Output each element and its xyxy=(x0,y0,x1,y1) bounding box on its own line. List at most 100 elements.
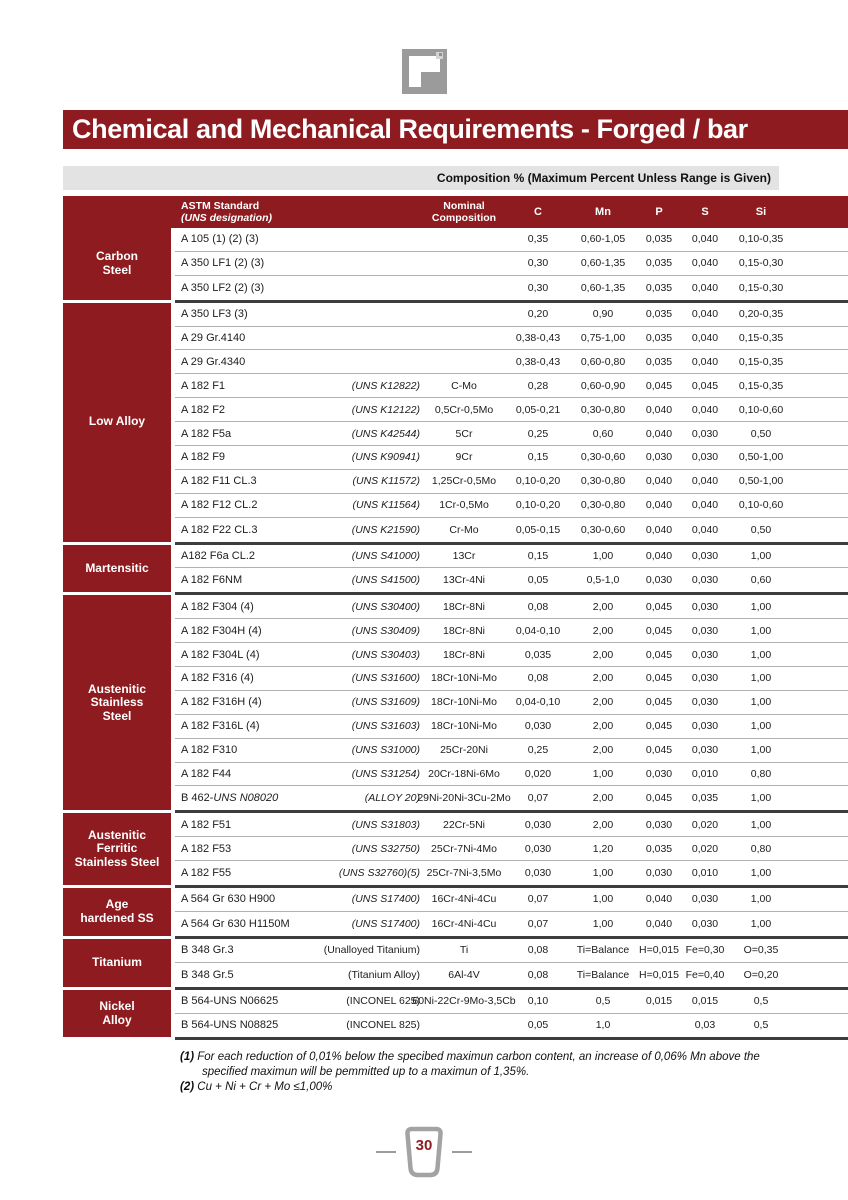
cell-si: 1,00 xyxy=(750,600,772,613)
cell-nominal-composition: 60Ni-22Cr-9Mo-3,5Cb xyxy=(412,995,516,1008)
cell-c: 0,30 xyxy=(527,281,549,294)
table-row: B 348 Gr.5 (Titanium Alloy) 6Al-4V 0,08 Ti=B… xyxy=(175,963,848,987)
cell-uns-designation: (UNS S31603) xyxy=(351,720,420,733)
group-label: Austenitic Stainless Steel xyxy=(63,595,171,811)
cell-astm-standard: A 564 Gr 630 H900 xyxy=(181,893,276,906)
cell-uns-designation: (INCONEL 825) xyxy=(346,1019,420,1032)
cell-astm-standard: B 564-UNS N06625 xyxy=(181,995,279,1008)
cell-astm-standard: A 29 Gr.4140 xyxy=(181,332,246,344)
cell-mn: Ti=Balance xyxy=(576,968,630,981)
cell-uns-designation: (UNS K90941) xyxy=(351,451,420,464)
cell-p: 0,045 xyxy=(645,379,673,392)
footnote: (1) For each reduction of 0,01% below th… xyxy=(180,1050,830,1080)
cell-astm-standard: A 182 F2 xyxy=(181,403,226,416)
cell-astm-standard: B 462- UNS N08020 xyxy=(181,792,279,805)
cell-mn: 1,00 xyxy=(592,550,614,563)
composition-note: Composition % (Maximum Percent Unless Ra… xyxy=(436,171,771,185)
group-rows: A 350 LF3 (3) 0,20 0,90 0,035 0,040 0,20-0,35… xyxy=(175,303,848,545)
cell-s: 0,040 xyxy=(691,257,719,270)
cell-astm-standard: A 350 LF2 (2) (3) xyxy=(181,281,265,294)
cell-astm-standard: A 182 F12 CL.2 xyxy=(181,499,258,512)
page-title: Chemical and Mechanical Requirements - F… xyxy=(72,114,748,144)
cell-mn: 2,00 xyxy=(592,720,614,733)
group-label: Nickel Alloy xyxy=(63,989,171,1038)
cell-s: 0,045 xyxy=(691,379,719,392)
cell-astm-standard: A 182 F304L (4) xyxy=(181,648,260,661)
cell-si: 0,15-0,35 xyxy=(738,355,784,368)
cell-uns-designation: (UNS K12822) xyxy=(351,379,420,392)
cell-p: 0,030 xyxy=(645,768,673,781)
footnote-text: Cu + Ni + Cr + Mo ≤1,00% xyxy=(194,1081,333,1093)
cell-mn: 0,60 xyxy=(592,427,614,440)
table-row: A 182 F304H (4) (UNS S30409) 18Cr-8Ni 0,04-… xyxy=(175,619,848,644)
logo-registered-mark xyxy=(436,52,443,59)
cell-mn: 2,00 xyxy=(592,600,614,613)
cell-uns-designation: (UNS K12122) xyxy=(351,403,420,416)
cell-c: 0,05-0,21 xyxy=(515,403,561,416)
header-col-p: P xyxy=(655,206,663,218)
page-number-shield-icon: 30 xyxy=(405,1126,443,1178)
cell-nominal-composition: 25Cr-7Ni-3,5Mo xyxy=(426,867,502,880)
cell-c: 0,15 xyxy=(527,550,549,563)
cell-s: 0,030 xyxy=(691,451,719,464)
cell-c: 0,10 xyxy=(527,995,549,1008)
cell-si: 0,10-0,35 xyxy=(738,233,784,246)
cell-astm-standard: A 182 F316L (4) xyxy=(181,720,260,733)
cell-mn: 2,00 xyxy=(592,818,614,831)
cell-mn: 0,60-0,90 xyxy=(580,379,626,392)
cell-p: 0,045 xyxy=(645,648,673,661)
table-row: A 182 F6NM (UNS S41500) 13Cr-4Ni 0,05 0,5-1,… xyxy=(175,568,848,592)
group-label: Low Alloy xyxy=(63,302,171,542)
cell-nominal-composition: 18Cr-8Ni xyxy=(442,600,485,613)
cell-nominal-composition: Cr-Mo xyxy=(449,523,479,536)
footnote-marker: (2) xyxy=(180,1081,195,1093)
cell-c: 0,25 xyxy=(527,744,549,757)
cell-uns-designation: (INCONEL 625) xyxy=(346,995,420,1008)
cell-c: 0,030 xyxy=(524,818,552,831)
cell-p: 0,035 xyxy=(645,257,673,270)
group-rows: B 564-UNS N06625 (INCONEL 625) 60Ni-22Cr-9… xyxy=(175,990,848,1041)
cell-si: 1,00 xyxy=(750,648,772,661)
table-row: B 564-UNS N06625 (INCONEL 625) 60Ni-22Cr-9… xyxy=(175,990,848,1014)
cell-c: 0,10-0,20 xyxy=(515,499,561,512)
cell-si: 0,10-0,60 xyxy=(738,403,784,416)
title-bar: Chemical and Mechanical Requirements - F… xyxy=(63,110,848,149)
cell-astm-standard: B 348 Gr.3 xyxy=(181,944,234,957)
cell-c: 0,04-0,10 xyxy=(515,624,561,637)
cell-s: 0,030 xyxy=(691,744,719,757)
table-group: Low Alloy A 350 LF3 (3) 0,20 0,90 0,035 0,040… xyxy=(63,302,848,545)
cell-nominal-composition: 18Cr-8Ni xyxy=(442,624,485,637)
cell-astm-standard: A 182 F55 xyxy=(181,867,232,880)
table-row: A 29 Gr.4140 0,38-0,43 0,75-1,00 0,035 0,040… xyxy=(175,327,848,351)
cell-uns-designation: (Unalloyed Titanium) xyxy=(323,944,420,957)
table-row: A 182 F55 (UNS S32760)(5) 25Cr-7Ni-3,5Mo 0,… xyxy=(175,861,848,885)
table-row: A 182 F316 (4) (UNS S31600) 18Cr-10Ni-Mo 0,… xyxy=(175,667,848,691)
logo-registered-mark-dot xyxy=(439,53,442,56)
cell-c: 0,08 xyxy=(527,968,549,981)
cell-nominal-composition: 18Cr-10Ni-Mo xyxy=(431,672,497,685)
cell-si: 1,00 xyxy=(750,696,772,709)
table-row: A 564 Gr 630 H900 (UNS S17400) 16Cr-4Ni-4C… xyxy=(175,888,848,912)
group-rows: A 105 (1) (2) (3) 0,35 0,60-1,05 0,035 0,040… xyxy=(175,228,848,303)
cell-mn: 2,00 xyxy=(592,648,614,661)
cell-mn: 0,30-0,80 xyxy=(580,499,626,512)
cell-s: 0,030 xyxy=(691,574,719,587)
cell-nominal-composition: 22Cr-5Ni xyxy=(442,818,485,831)
cell-mn: 1,0 xyxy=(595,1019,611,1032)
cell-p: 0,040 xyxy=(645,550,673,563)
table-row: A 182 F316L (4) (UNS S31603) 18Cr-10Ni-Mo 0… xyxy=(175,715,848,739)
cell-uns-designation: (UNS K21590) xyxy=(351,523,420,536)
cell-s: 0,040 xyxy=(691,332,719,344)
cell-p: 0,045 xyxy=(645,624,673,637)
table-row: A 182 F310 (UNS S31000) 25Cr-20Ni 0,25 2,00 0… xyxy=(175,739,848,763)
cell-uns-designation: (UNS S32750) xyxy=(351,842,420,855)
cell-nominal-composition: 29Ni-20Ni-3Cu-2Mo xyxy=(417,792,511,805)
cell-si: 0,10-0,60 xyxy=(738,499,784,512)
cell-s: 0,010 xyxy=(691,867,719,880)
cell-mn: 0,60-1,05 xyxy=(580,233,626,246)
cell-p: 0,040 xyxy=(645,475,673,488)
cell-astm-standard: A 182 F11 CL.3 xyxy=(181,475,257,488)
cell-uns-designation: (ALLOY 20) xyxy=(364,792,420,805)
cell-nominal-composition: 16Cr-4Ni-4Cu xyxy=(431,893,497,906)
